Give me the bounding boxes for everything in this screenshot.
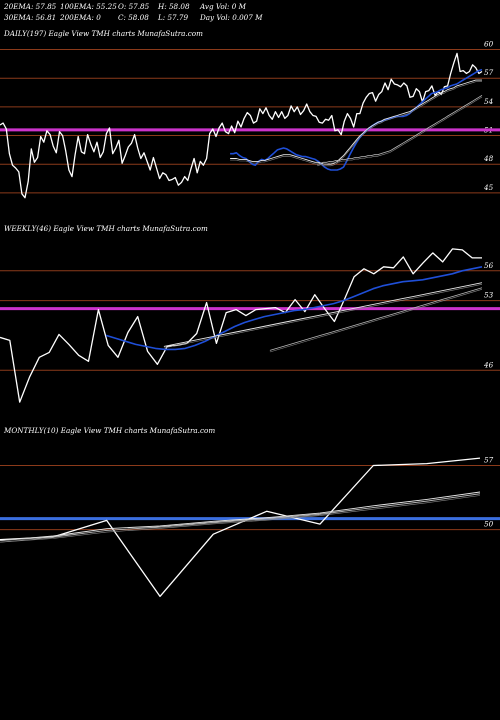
day-vol-readout: Day Vol: 0.007 M <box>200 13 263 22</box>
ema200-readout: 200EMA: 0 <box>60 13 101 22</box>
low-readout: L: 57.79 <box>158 13 189 22</box>
weekly-panel-title: WEEKLY(46) Eagle View TMH charts MunafaS… <box>4 224 208 233</box>
ema_100-series-line <box>269 287 483 351</box>
ema_100-series-line <box>317 95 483 165</box>
ema20-readout: 20EMA: 57.85 <box>4 2 57 11</box>
y-tick-label: 57 <box>484 68 494 77</box>
y-tick-label: 54 <box>484 97 494 106</box>
ema_100-series-edge <box>317 96 483 167</box>
avg-vol-readout: Avg Vol: 0 M <box>200 2 246 11</box>
ema_100-series-edge <box>0 495 481 543</box>
price-series-line <box>0 248 482 403</box>
y-tick-label: 46 <box>483 360 494 369</box>
y-tick-label: 53 <box>484 291 494 300</box>
price-series-line <box>0 457 481 598</box>
ema100-readout: 100EMA: 55.25 <box>60 2 117 11</box>
ema30-readout: 30EMA: 56.81 <box>4 13 57 22</box>
ema_30-series-line <box>163 282 483 347</box>
y-tick-label: 45 <box>483 183 494 192</box>
y-tick-label: 50 <box>484 520 494 529</box>
daily-panel-title: DAILY(197) Eagle View TMH charts MunafaS… <box>4 29 203 38</box>
ema_30-series-edge <box>230 81 482 167</box>
price-series-line <box>0 52 483 199</box>
y-tick-label: 56 <box>484 261 494 270</box>
ema_30-series-line <box>230 79 482 165</box>
y-tick-label: 48 <box>483 154 494 163</box>
ema_30-series-line <box>0 491 481 542</box>
ema_30-series-edge <box>163 284 483 349</box>
ema_fast-series-line <box>105 266 483 351</box>
y-tick-label: 57 <box>484 455 494 464</box>
high-readout: H: 58.08 <box>158 2 190 11</box>
ema_100-series-edge <box>269 289 483 353</box>
ema_100-series-line <box>0 493 481 541</box>
open-readout: O: 57.85 <box>118 2 150 11</box>
y-tick-label: 60 <box>484 40 494 49</box>
monthly-panel-title: MONTHLY(10) Eagle View TMH charts Munafa… <box>4 426 216 435</box>
ema_fast-series-line <box>230 68 483 171</box>
close-readout: C: 58.08 <box>118 13 149 22</box>
